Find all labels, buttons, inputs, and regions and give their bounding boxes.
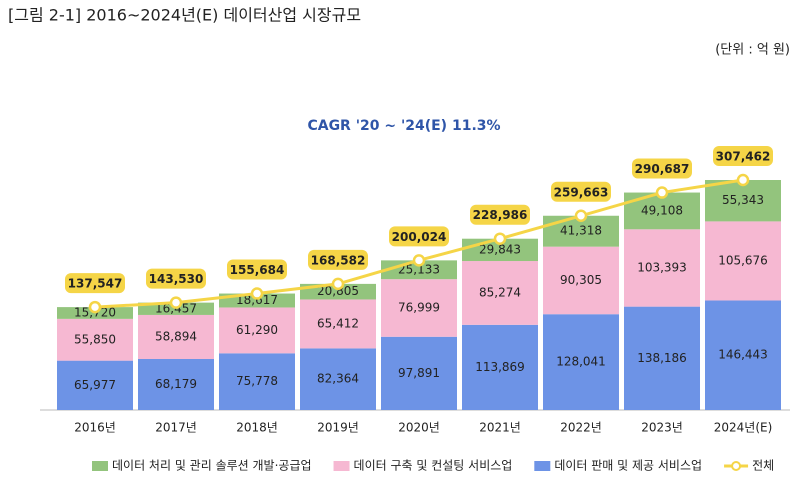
legend-label: 데이터 판매 및 제공 서비스업 [554, 459, 702, 473]
total-label: 200,024 [392, 230, 447, 244]
bar-segment [624, 306, 700, 410]
value-label: 20,805 [317, 284, 359, 298]
legend-label: 데이터 구축 및 컨설팅 서비스업 [354, 459, 513, 473]
bar-segment [462, 324, 538, 410]
value-label: 25,133 [398, 262, 440, 276]
value-label: 76,999 [398, 300, 440, 314]
bar-segment [138, 314, 214, 359]
bar-segment [705, 180, 781, 222]
bar-segment [300, 283, 376, 300]
total-label-box [389, 226, 449, 247]
value-label: 29,843 [479, 242, 521, 256]
legend-swatch [534, 461, 551, 471]
value-label: 103,393 [637, 260, 687, 274]
total-label: 259,663 [554, 185, 609, 199]
value-label: 65,977 [74, 378, 116, 392]
bar-segment [219, 353, 295, 410]
total-marker [250, 287, 264, 300]
bar-segment [381, 279, 457, 337]
x-tick-label: 2023년 [641, 421, 683, 435]
value-label: 97,891 [398, 366, 440, 380]
value-label: 58,894 [155, 329, 197, 343]
x-tick-label: 2018년 [236, 421, 278, 435]
total-label: 168,582 [311, 253, 366, 267]
bar-segment [705, 300, 781, 410]
value-label: 138,186 [637, 351, 687, 365]
total-marker [169, 296, 183, 309]
total-label: 155,684 [230, 263, 285, 277]
value-label: 55,343 [722, 193, 764, 207]
legend-label: 데이터 처리 및 관리 솔루션 개발·공급업 [112, 459, 312, 473]
total-label-box [146, 268, 206, 289]
legend-label: 전체 [752, 459, 774, 473]
total-marker [331, 277, 345, 291]
unit-note: (단위 : 억 원) [715, 43, 790, 58]
bar-segment [300, 348, 376, 410]
legend-swatch [92, 461, 108, 471]
bar-segment [300, 299, 376, 349]
bar-segment [138, 358, 214, 410]
x-tick-label: 2021년 [479, 421, 521, 435]
total-marker [88, 300, 102, 314]
x-tick-label: 2024년(E) [714, 421, 773, 435]
bar-segment [462, 261, 538, 325]
x-tick-label: 2019년 [317, 421, 359, 435]
annotation: CAGR '20 ~ '24(E) 11.3% [307, 118, 500, 134]
total-marker [493, 232, 507, 245]
value-label: 82,364 [317, 372, 359, 386]
bar-segment [624, 229, 700, 307]
bar-segment [381, 336, 457, 410]
value-label: 105,676 [718, 253, 768, 267]
chart-title: [그림 2-1] 2016~2024년(E) 데이터산업 시장규모 [8, 6, 361, 25]
value-label: 18,617 [236, 293, 278, 307]
x-tick-label: 2017년 [155, 421, 197, 435]
total-label-box [470, 204, 530, 225]
total-marker [412, 254, 426, 267]
total-label: 137,547 [68, 277, 123, 291]
value-label: 128,041 [556, 355, 606, 369]
bar-segment [543, 246, 619, 315]
total-label-box [308, 249, 368, 270]
value-label: 68,179 [155, 377, 197, 391]
legend-swatch [333, 461, 350, 471]
value-label: 65,412 [317, 316, 359, 330]
total-label-box [65, 273, 125, 294]
total-marker [655, 186, 669, 199]
value-label: 90,305 [560, 273, 602, 287]
value-label: 41,318 [560, 224, 602, 238]
total-marker [736, 173, 750, 187]
bar-segment [57, 318, 133, 361]
bar-segment [705, 221, 781, 301]
bar-segment [543, 314, 619, 410]
total-label-box [713, 146, 773, 166]
legend-marker [731, 461, 742, 471]
total-marker [574, 209, 588, 223]
bar-segment [219, 307, 295, 354]
value-label: 61,290 [236, 323, 278, 337]
total-label-box [632, 158, 692, 179]
total-label: 290,687 [635, 162, 690, 176]
total-label-box [551, 181, 611, 202]
value-label: 49,108 [641, 203, 683, 217]
x-tick-label: 2020년 [398, 421, 440, 435]
total-label: 228,986 [473, 208, 528, 222]
value-label: 85,274 [479, 285, 521, 299]
value-label: 113,869 [475, 360, 525, 374]
value-label: 146,443 [718, 348, 768, 362]
value-label: 75,778 [236, 374, 278, 388]
value-label: 55,850 [74, 332, 116, 346]
bar-segment [57, 360, 133, 410]
total-label-box [227, 259, 287, 280]
x-tick-label: 2022년 [560, 421, 602, 435]
x-tick-label: 2016년 [74, 421, 116, 435]
total-label: 143,530 [149, 272, 204, 286]
total-label: 307,462 [716, 150, 771, 164]
